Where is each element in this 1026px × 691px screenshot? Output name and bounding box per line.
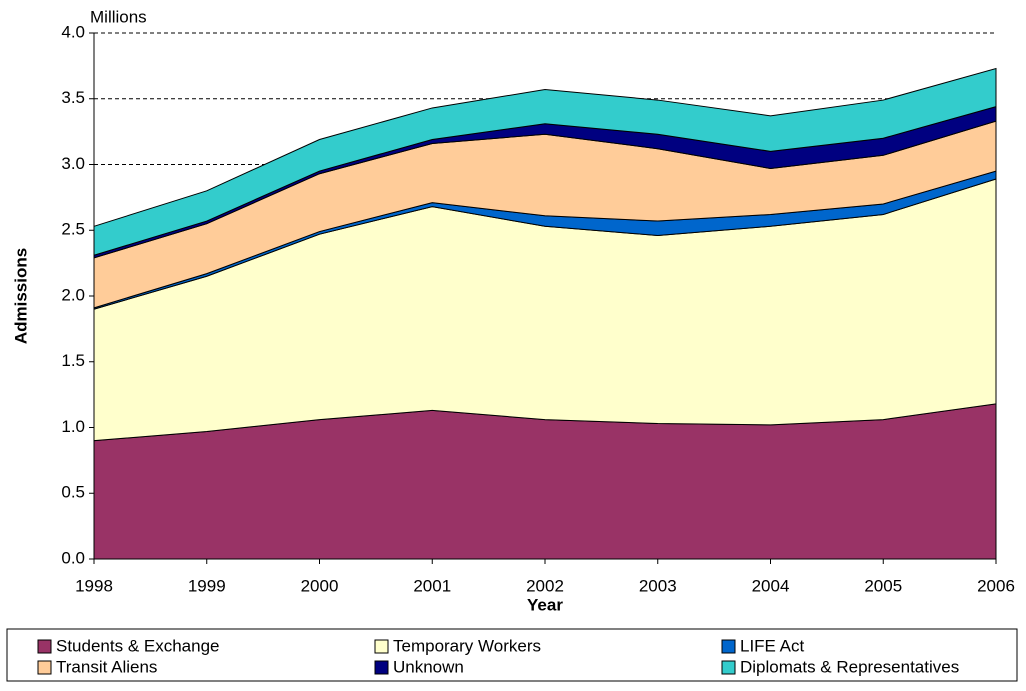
y-tick-label: 0.0 [61, 548, 85, 567]
legend-box [6, 628, 1018, 682]
y-tick-label: 3.0 [61, 154, 85, 173]
y-tick-label: 4.0 [61, 22, 85, 41]
x-axis-label: Year [527, 595, 563, 614]
y-tick-label: 2.5 [61, 220, 85, 239]
legend-label: Temporary Workers [393, 636, 541, 655]
legend-label: LIFE Act [740, 636, 805, 655]
legend-swatch [721, 660, 736, 675]
legend-swatch [37, 660, 52, 675]
x-tick-label: 2003 [639, 576, 677, 595]
x-tick-label: 1998 [75, 576, 113, 595]
y-tick-label: 3.5 [61, 88, 85, 107]
legend-swatch [37, 639, 52, 654]
legend-swatch [374, 660, 389, 675]
legend-label: Transit Aliens [56, 657, 157, 676]
x-tick-label: 1999 [188, 576, 226, 595]
y-tick-label: 1.5 [61, 351, 85, 370]
unit-label: Millions [90, 7, 147, 26]
legend-swatch [374, 639, 389, 654]
x-tick-label: 2004 [752, 576, 790, 595]
y-tick-label: 1.0 [61, 417, 85, 436]
y-tick-label: 0.5 [61, 483, 85, 502]
legend-swatch [721, 639, 736, 654]
x-tick-label: 2002 [526, 576, 564, 595]
x-tick-label: 2005 [864, 576, 902, 595]
y-axis-label: Admissions [11, 248, 30, 344]
legend-label: Unknown [393, 657, 464, 676]
y-tick-label: 2.0 [61, 285, 85, 304]
x-tick-label: 2006 [977, 576, 1015, 595]
legend-label: Diplomats & Representatives [740, 657, 959, 676]
area [93, 67, 997, 256]
legend-label: Students & Exchange [56, 636, 220, 655]
x-tick-label: 2000 [301, 576, 339, 595]
x-tick-label: 2001 [413, 576, 451, 595]
